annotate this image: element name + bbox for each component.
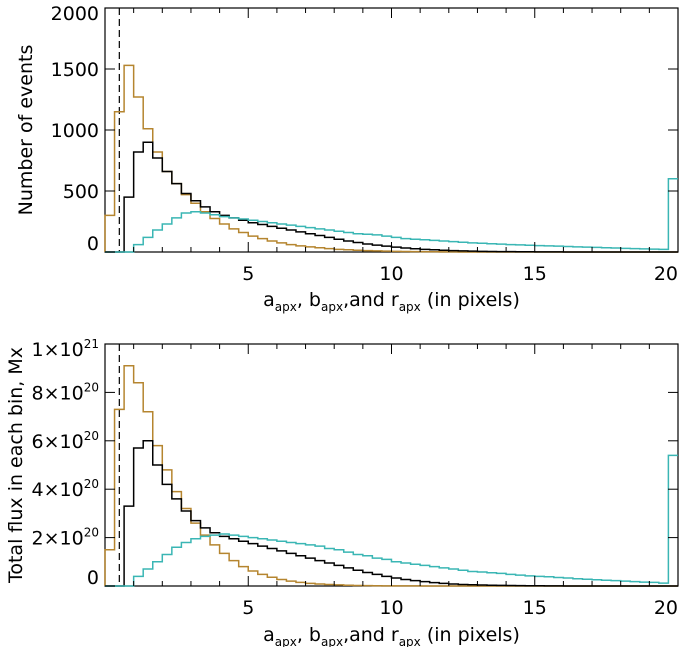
- top-histogram-panel: 5 10 15 20 0 500 1000 1500 2000 Number of events a…: [15, 3, 679, 314]
- x-tick-label: 20: [654, 597, 678, 619]
- x-tick-label: 5: [242, 263, 254, 285]
- series-black: [105, 440, 678, 587]
- y-tick-label: 1×1021: [32, 337, 99, 361]
- series-orange: [104, 64, 678, 253]
- x-tick-label: 15: [523, 263, 547, 285]
- plot-frame: [104, 7, 679, 253]
- x-tick-label: 10: [379, 597, 403, 619]
- y-tick-label: 1500: [51, 59, 99, 81]
- y-tick-label: 2×1020: [32, 526, 99, 550]
- y-tick-label: 1000: [51, 120, 99, 142]
- y-axis-title: Total flux in each bin, Mx: [5, 347, 27, 584]
- series-teal: [105, 178, 678, 253]
- series-orange: [104, 365, 678, 587]
- y-tick-label: 2000: [51, 3, 99, 25]
- x-tick-label: 5: [242, 597, 254, 619]
- plot-frame: [104, 343, 679, 587]
- x-tick-label: 15: [523, 597, 547, 619]
- y-tick-label: 500: [63, 181, 99, 203]
- y-tick-label: 6×1020: [32, 429, 99, 453]
- x-axis-title: aapx, bapx,and rapx (in pixels): [263, 289, 520, 314]
- bottom-histogram-panel: 5 10 15 20 0 2×1020 4×1020 6×1020 8×1020 1×1021To…: [5, 337, 679, 647]
- series-teal: [105, 454, 678, 587]
- y-tick-label: 0: [87, 567, 99, 589]
- y-tick-label: 8×1020: [32, 380, 99, 404]
- x-axis-title: aapx, bapx,and rapx (in pixels): [263, 624, 520, 647]
- series-black: [105, 141, 678, 253]
- y-axis-title: Number of events: [15, 45, 37, 216]
- x-tick-label: 20: [654, 263, 678, 285]
- y-tick-label: 0: [87, 233, 99, 255]
- x-tick-label: 10: [379, 263, 403, 285]
- y-tick-label: 4×1020: [32, 477, 99, 501]
